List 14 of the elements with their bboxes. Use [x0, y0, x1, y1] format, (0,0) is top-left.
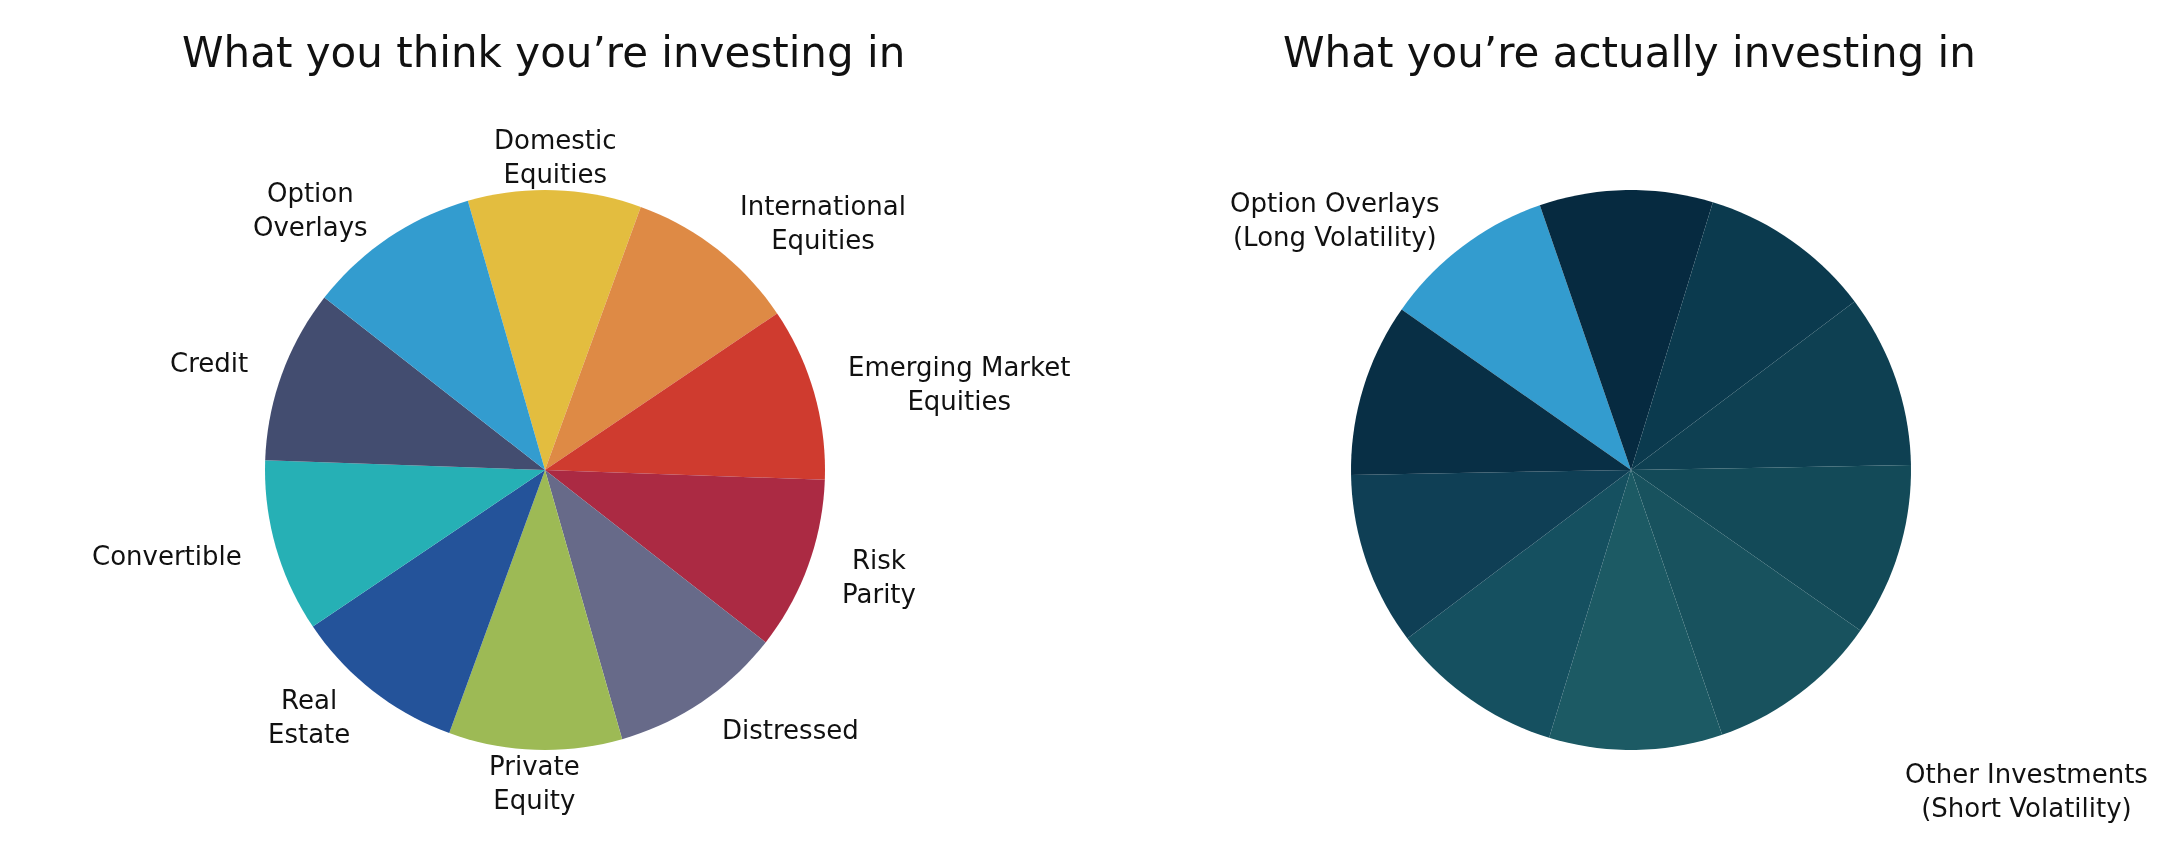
slice-label: Domestic Equities [494, 125, 617, 189]
slice-label: Credit [170, 348, 249, 378]
slice-label: Distressed [722, 715, 859, 745]
chart-title: What you’re actually investing in [1283, 28, 1976, 77]
slice-label: Emerging Market Equities [848, 352, 1071, 416]
chart-title: What you think you’re investing in [182, 28, 906, 77]
slice-label: Risk Parity [842, 545, 916, 609]
slice-label: Option Overlays (Long Volatility) [1230, 188, 1440, 252]
slice-label: Real Estate [268, 685, 351, 749]
text: Other Investments (Short Volatility) [1905, 759, 2148, 823]
slice-label: International Equities [740, 191, 906, 255]
slice-label: Convertible [92, 541, 242, 571]
slice-label: Private Equity [489, 751, 580, 815]
slice-label: Option Overlays [253, 178, 368, 242]
